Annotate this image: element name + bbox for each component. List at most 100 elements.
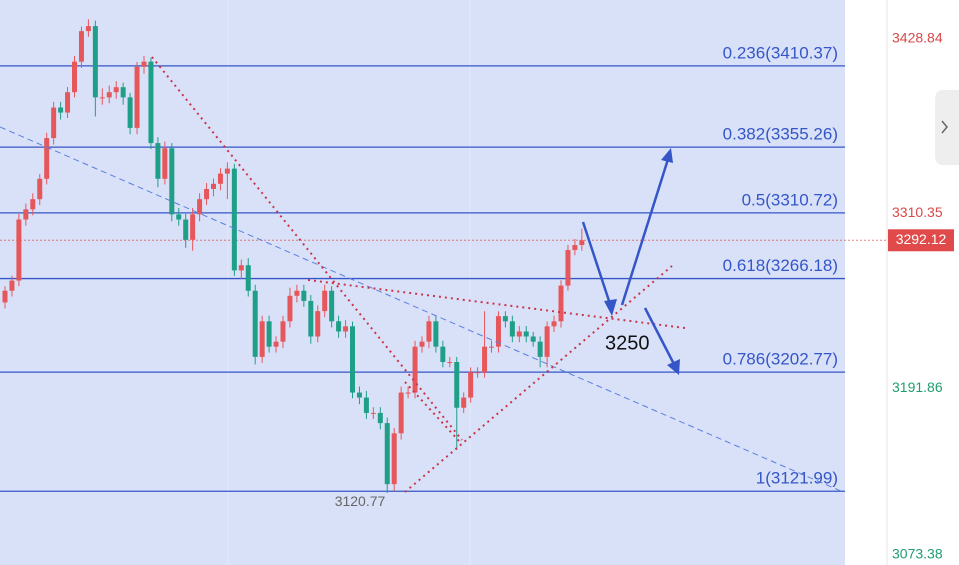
arrow	[643, 307, 678, 369]
candle-body	[280, 321, 286, 342]
axis-background	[845, 0, 959, 565]
fib-label: 0.5(3310.72)	[742, 190, 838, 209]
chevron-icon[interactable]	[941, 120, 948, 134]
current-price-box	[888, 229, 954, 252]
candle-body	[16, 219, 22, 281]
candle-body	[558, 285, 564, 322]
candle-body	[301, 290, 307, 301]
candle-body	[433, 321, 439, 347]
candle-body	[454, 362, 460, 408]
candle-body	[106, 92, 112, 98]
candle-body	[475, 372, 481, 374]
candle-body	[65, 92, 71, 113]
candle-body	[217, 173, 223, 184]
price-label: 3310.35	[892, 204, 943, 220]
arrow	[620, 155, 671, 306]
candle-body	[412, 346, 418, 393]
candle-body	[2, 290, 8, 303]
candle-body	[37, 178, 43, 200]
candle-body	[92, 26, 98, 98]
candle-body	[398, 392, 404, 434]
candle-body	[356, 392, 362, 398]
candle-body	[197, 199, 203, 215]
fib-label: 1(3121.99)	[756, 469, 838, 488]
candle-body	[9, 280, 15, 291]
trend-lines	[0, 56, 844, 493]
candle-body	[523, 331, 529, 337]
candle-body	[78, 31, 84, 62]
trend-line	[404, 265, 673, 493]
candle-body	[343, 326, 349, 332]
candle-body	[516, 331, 522, 337]
candle-body	[287, 295, 293, 322]
candle-body	[384, 423, 390, 485]
candle-body	[294, 290, 300, 296]
candle-body	[127, 97, 133, 128]
candle-body	[322, 290, 328, 312]
candle-body	[245, 265, 251, 291]
fib-label: 0.382(3355.26)	[723, 125, 838, 144]
trend-line	[151, 56, 463, 441]
candle-body	[426, 321, 432, 342]
trend-line	[0, 126, 844, 493]
candle-body	[468, 372, 474, 398]
candle-body	[350, 326, 355, 393]
candle-body	[176, 214, 182, 220]
candle-body	[509, 321, 515, 337]
candle-body	[565, 250, 571, 286]
fib-group: 0.236(3410.37) 0.382(3355.26) 0.5(3310.72)…	[0, 43, 845, 492]
price-label: 3073.38	[892, 546, 943, 562]
candle-body	[482, 346, 488, 373]
candle-body	[336, 321, 342, 332]
candle-body	[44, 138, 50, 179]
arrow-head	[667, 359, 680, 375]
candle-body	[141, 61, 147, 67]
candle-body	[155, 143, 161, 179]
candle-body	[85, 26, 91, 32]
current-price-label: 3292.12	[896, 231, 947, 247]
candle-body	[579, 240, 585, 246]
fib-label: 0.786(3202.77)	[723, 350, 838, 369]
candle-body	[120, 87, 126, 98]
candle-body	[537, 341, 543, 357]
candle-body	[266, 321, 272, 347]
candle-body	[259, 321, 265, 357]
candle-body	[419, 341, 425, 347]
candle-body	[238, 265, 244, 271]
trend-line	[404, 381, 461, 443]
arrow-head	[661, 148, 673, 163]
candle-body	[370, 412, 376, 414]
candle-body	[273, 341, 279, 347]
candle-body	[58, 107, 64, 113]
candle-body	[113, 87, 119, 93]
candle-body	[329, 290, 335, 322]
candle-body	[231, 168, 237, 271]
price-axis: 3428.84 3310.35 3191.86 3073.38 3292.12	[888, 29, 954, 562]
annotation: 3250	[605, 332, 650, 354]
candle-body	[405, 392, 411, 394]
price-label: 3191.86	[892, 379, 943, 395]
fib-label: 0.236(3410.37)	[723, 43, 838, 62]
price-label: 3428.84	[892, 29, 943, 45]
candle-body	[363, 397, 369, 413]
candle-body	[252, 290, 258, 357]
candle-body	[502, 316, 508, 322]
candle-body	[308, 300, 314, 337]
candle-body	[551, 321, 557, 327]
candle-body	[169, 148, 175, 215]
fib-label: 0.618(3266.18)	[723, 256, 838, 275]
candle-body	[224, 168, 230, 174]
candle-body	[530, 336, 536, 342]
candle-body	[544, 326, 550, 357]
candle-body	[461, 397, 467, 408]
candle-body	[447, 362, 453, 364]
candle-body	[495, 316, 501, 347]
candle-body	[183, 219, 189, 240]
arrow-head	[604, 299, 617, 316]
candle-body	[572, 245, 578, 251]
candle-body	[23, 209, 29, 220]
candle-body	[51, 107, 57, 139]
plot-background	[0, 0, 845, 565]
candle-body	[211, 183, 216, 189]
candle-body	[391, 433, 397, 485]
